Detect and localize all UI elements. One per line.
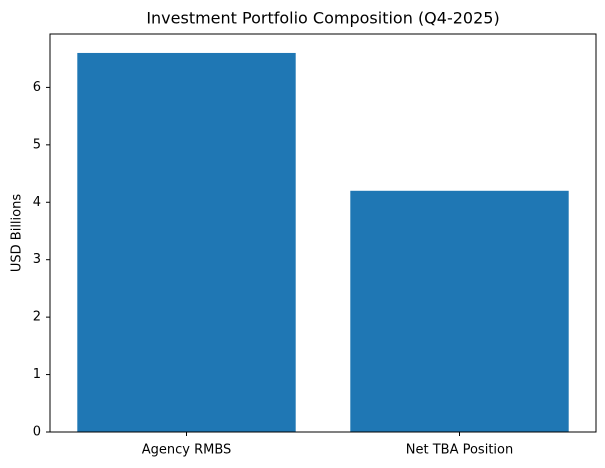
bar [350, 190, 569, 432]
x-tick-label: Agency RMBS [142, 443, 232, 458]
plot-frame [49, 33, 597, 433]
y-tick-label: 2 [33, 310, 41, 325]
bar [77, 52, 296, 432]
chart-title: Investment Portfolio Composition (Q4-202… [146, 9, 499, 28]
x-tick-label: Net TBA Position [406, 443, 513, 458]
y-axis-label: USD Billions [10, 194, 25, 272]
y-tick-label: 0 [33, 425, 41, 440]
y-tick-label: 5 [33, 137, 41, 152]
y-tick-label: 3 [33, 252, 41, 267]
y-tick-label: 4 [33, 195, 41, 210]
y-tick-label: 1 [33, 367, 41, 382]
y-tick-label: 6 [33, 80, 41, 95]
